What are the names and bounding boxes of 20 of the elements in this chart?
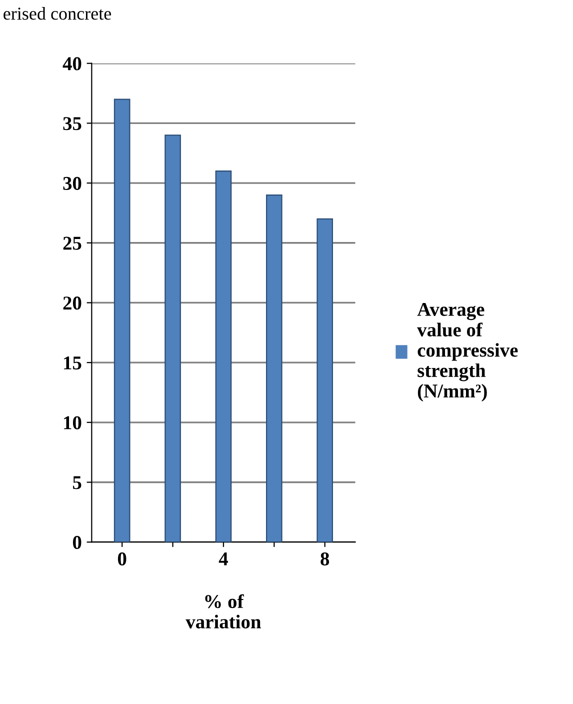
y-tick-label: 25 <box>63 236 82 250</box>
y-tick-label: 40 <box>62 57 82 70</box>
y-tick-label: 30 <box>63 176 82 190</box>
x-tick-label: 4 <box>218 552 228 566</box>
x-tick-label: 0 <box>118 552 126 566</box>
y-tick-label: 10 <box>64 416 82 430</box>
y-tick-label: 5 <box>73 476 82 490</box>
y-tick-label: 15 <box>64 356 82 370</box>
y-tick-label: 35 <box>63 117 82 130</box>
bar <box>266 194 282 542</box>
legend-label: Average value of compressive strength (N/mm²) <box>417 302 518 402</box>
x-tick-label: 8 <box>320 552 330 566</box>
x-axis-title: % of variation <box>186 594 261 628</box>
y-tick-label: 0 <box>72 536 82 550</box>
y-tick-label: 20 <box>63 296 82 310</box>
bar <box>164 134 181 542</box>
text: erised concrete <box>4 7 112 20</box>
bar <box>114 98 130 542</box>
bar <box>215 170 232 542</box>
bar <box>316 218 334 542</box>
